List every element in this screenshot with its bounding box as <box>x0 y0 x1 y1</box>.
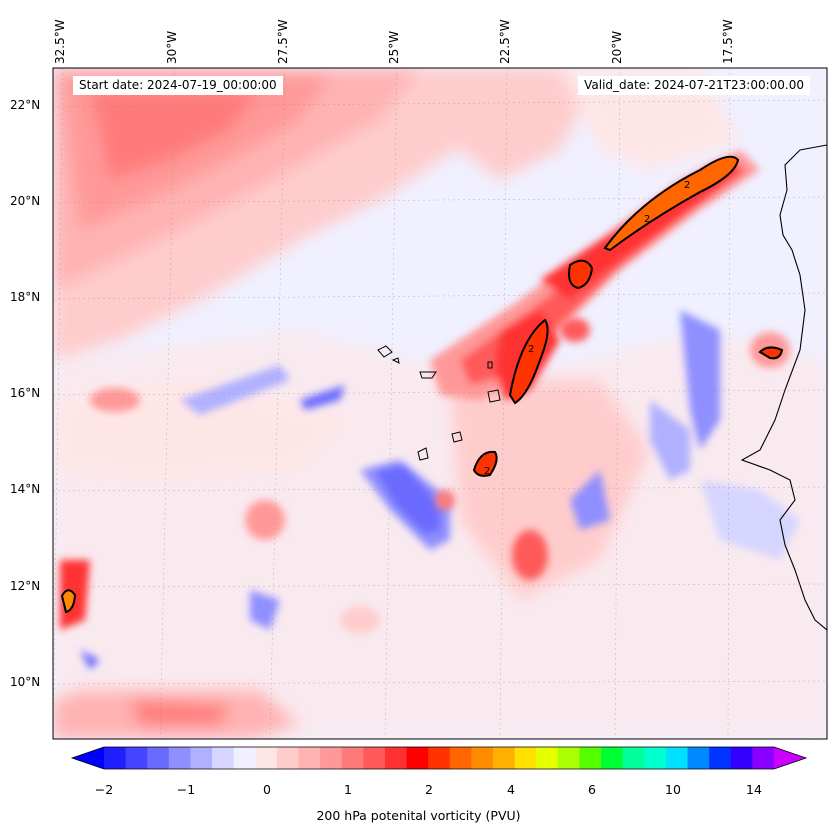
start-date-label: Start date: 2024-07-19_00:00:00 <box>73 76 283 95</box>
colorbar-bin <box>320 747 343 769</box>
lon-label: 27.5°W <box>276 19 290 64</box>
lon-label: 20°W <box>610 30 624 64</box>
colorbar-bin <box>557 747 580 769</box>
colorbar-bin <box>104 747 127 769</box>
lat-label: 20°N <box>10 194 41 208</box>
colorbar-bin <box>536 747 559 769</box>
colorbar-bin <box>147 747 170 769</box>
colorbar-bin <box>709 747 732 769</box>
colorbar-bin <box>233 747 256 769</box>
lon-label: 30°W <box>165 30 179 64</box>
colorbar-bin <box>212 747 235 769</box>
colorbar-bin <box>255 747 278 769</box>
lon-label: 32.5°W <box>53 19 67 64</box>
colorbar-bin <box>752 747 775 769</box>
contour-label: 2 <box>528 344 534 355</box>
colorbar-bin <box>644 747 667 769</box>
colorbar-bin <box>406 747 429 769</box>
colorbar-bin <box>298 747 321 769</box>
colorbar <box>70 746 808 770</box>
colorbar-bin <box>622 747 645 769</box>
map-frame <box>52 67 828 740</box>
colorbar-bin <box>493 747 516 769</box>
colorbar-tick: −1 <box>176 782 196 797</box>
colorbar-tick: 0 <box>263 782 271 797</box>
colorbar-title: 200 hPa potenital vorticity (PVU) <box>316 808 521 823</box>
contour-label: 2 <box>684 180 690 191</box>
contour-label: 2 <box>644 214 650 225</box>
pv-core <box>508 318 549 405</box>
colorbar-outline <box>70 746 808 770</box>
lat-label: 22°N <box>10 98 41 112</box>
lon-label: 25°W <box>387 30 401 64</box>
colorbar-tick: −2 <box>94 782 114 797</box>
lat-label: 14°N <box>10 482 41 496</box>
colorbar-tick: 10 <box>665 782 681 797</box>
colorbar-bin <box>601 747 624 769</box>
lat-label: 16°N <box>10 386 41 400</box>
colorbar-bin <box>363 747 386 769</box>
colorbar-bin <box>514 747 537 769</box>
pv-core <box>472 450 498 477</box>
colorbar-bin <box>579 747 602 769</box>
pv-core <box>60 589 77 614</box>
lat-label: 10°N <box>10 675 41 689</box>
colorbar-extend-max <box>774 747 806 769</box>
colorbar-bin <box>449 747 472 769</box>
colorbar-bin <box>665 747 689 769</box>
pv-core <box>568 259 594 290</box>
colorbar-bin <box>384 747 408 769</box>
colorbar-bin <box>190 747 213 769</box>
colorbar-bin <box>471 747 494 769</box>
colorbar-bin <box>168 747 191 769</box>
valid-date-label: Valid_date: 2024-07-21T23:00:00.00 <box>578 76 810 95</box>
graticule <box>53 68 827 739</box>
pv-core <box>758 346 784 360</box>
coastline <box>740 144 827 631</box>
colorbar-bin <box>341 747 364 769</box>
colorbar-bin <box>428 747 451 769</box>
colorbar-bin <box>276 747 300 769</box>
colorbar-tick: 2 <box>425 782 433 797</box>
lat-label: 12°N <box>10 579 41 593</box>
lat-label: 18°N <box>10 290 41 304</box>
lon-label: 22.5°W <box>498 19 512 64</box>
cape-verde-islands <box>377 345 501 461</box>
colorbar-tick: 1 <box>344 782 352 797</box>
contour-label: 2 <box>484 466 490 477</box>
colorbar-tick: 6 <box>588 782 596 797</box>
lon-label: 17.5°W <box>721 19 735 64</box>
colorbar-bin <box>687 747 710 769</box>
colorbar-tick: 14 <box>746 782 762 797</box>
colorbar-extend-min <box>72 747 104 769</box>
colorbar-bin <box>730 747 753 769</box>
colorbar-tick: 4 <box>507 782 515 797</box>
colorbar-bin <box>125 747 148 769</box>
